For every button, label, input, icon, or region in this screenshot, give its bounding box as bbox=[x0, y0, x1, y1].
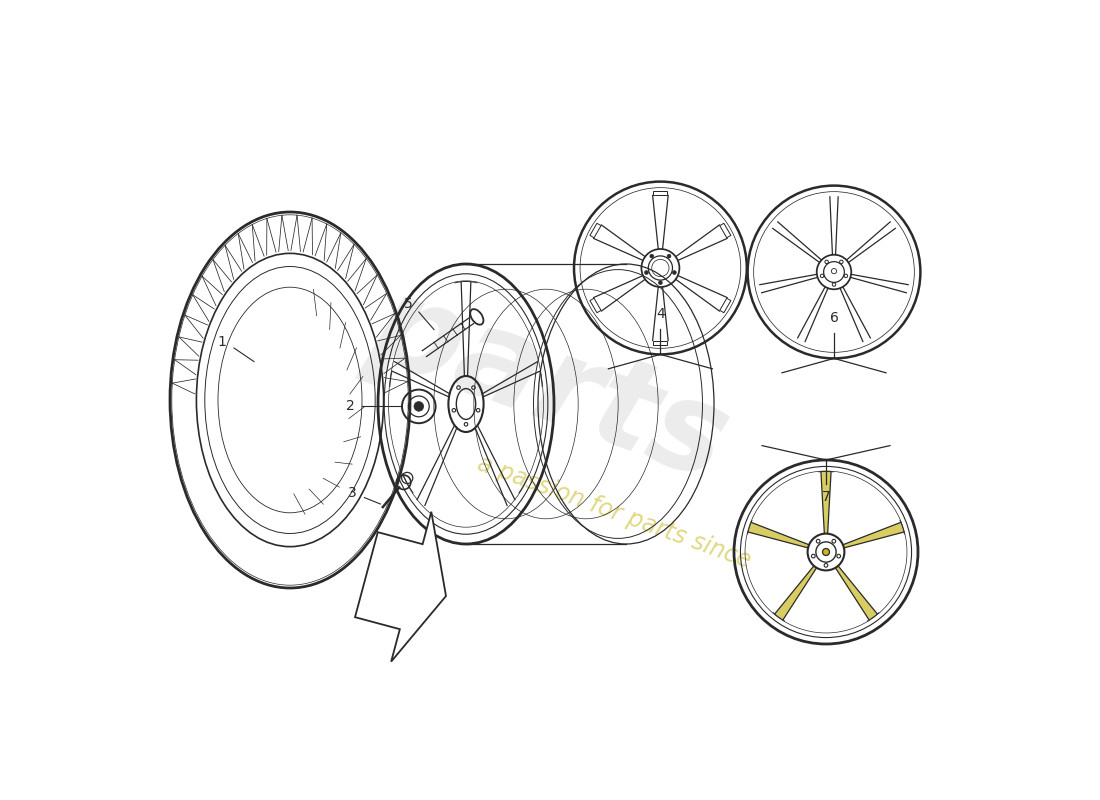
Polygon shape bbox=[355, 512, 446, 662]
Text: a passion for parts since: a passion for parts since bbox=[474, 451, 755, 573]
Text: 6: 6 bbox=[829, 310, 838, 325]
Polygon shape bbox=[748, 522, 808, 548]
Circle shape bbox=[667, 254, 671, 258]
Circle shape bbox=[659, 281, 662, 285]
Text: 4: 4 bbox=[656, 306, 664, 321]
Circle shape bbox=[414, 402, 424, 411]
Text: 2: 2 bbox=[345, 399, 354, 414]
Text: 3: 3 bbox=[348, 486, 356, 500]
Circle shape bbox=[645, 270, 648, 274]
Text: 1: 1 bbox=[218, 334, 227, 349]
Text: 7: 7 bbox=[822, 490, 830, 504]
Circle shape bbox=[650, 254, 653, 258]
Polygon shape bbox=[821, 472, 832, 534]
Polygon shape bbox=[774, 566, 816, 620]
Circle shape bbox=[823, 549, 829, 555]
Text: 5: 5 bbox=[404, 297, 412, 311]
Text: parts: parts bbox=[355, 264, 745, 504]
Polygon shape bbox=[843, 522, 904, 548]
Circle shape bbox=[672, 270, 676, 274]
Polygon shape bbox=[836, 566, 877, 620]
